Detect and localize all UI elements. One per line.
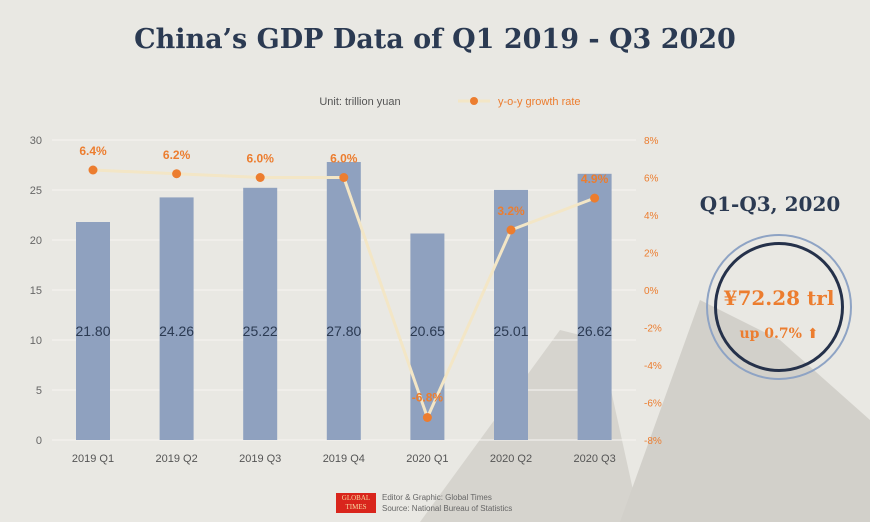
y-tick-label: 15	[30, 285, 42, 297]
growth-marker	[339, 173, 349, 182]
growth-marker	[172, 169, 182, 179]
y2-tick-label: -4%	[644, 361, 662, 372]
bar-value-label: 27.80	[326, 323, 361, 339]
global-times-logo: GLOBAL TIMES	[336, 493, 376, 513]
source-credit: Source: National Bureau of Statistics	[382, 504, 513, 513]
bar	[243, 187, 278, 440]
y-tick-label: 0	[36, 435, 42, 447]
chart-title: China’s GDP Data of Q1 2019 - Q3 2020	[134, 24, 736, 55]
y2-tick-label: 6%	[644, 174, 659, 185]
summary-circle-outer	[706, 234, 852, 380]
growth-label: 6.0%	[247, 152, 275, 166]
x-tick-label: 2019 Q3	[239, 453, 281, 465]
up-arrow-icon: ⬆	[806, 326, 819, 342]
bar	[326, 162, 361, 440]
bar	[159, 197, 194, 440]
growth-label: 3.2%	[497, 204, 525, 218]
growth-label: -6.8%	[412, 391, 444, 405]
growth-marker	[255, 173, 265, 182]
y-tick-label: 20	[30, 235, 42, 247]
summary-circle-inner	[714, 242, 844, 372]
bar-value-label: 25.01	[493, 323, 528, 339]
y2-tick-label: -2%	[644, 324, 662, 335]
credits: Editor & Graphic: Global Times Source: N…	[382, 492, 512, 514]
y-tick-label: 5	[36, 385, 42, 397]
growth-label: 4.9%	[581, 172, 609, 186]
bar	[76, 222, 110, 440]
unit-label: Unit: trillion yuan	[319, 96, 400, 108]
growth-label: 6.4%	[79, 144, 107, 158]
y2-tick-label: 8%	[644, 136, 659, 147]
y2-tick-label: 2%	[644, 249, 659, 260]
summary-growth: up 0.7% ⬆	[700, 326, 858, 342]
x-tick-label: 2020 Q2	[490, 453, 532, 465]
x-tick-label: 2020 Q1	[406, 453, 448, 465]
y2-tick-label: 0%	[644, 286, 659, 297]
y2-tick-label: 4%	[644, 211, 659, 222]
y2-tick-label: -6%	[644, 399, 662, 410]
x-tick-label: 2019 Q1	[72, 453, 114, 465]
summary-total: ¥72.28 trl	[723, 286, 835, 310]
background-building	[620, 300, 870, 522]
growth-marker	[506, 225, 516, 235]
y2-tick-label: -8%	[644, 436, 662, 447]
editor-credit: Editor & Graphic: Global Times	[382, 493, 492, 502]
bar	[410, 233, 445, 440]
legend-label: y-o-y growth rate	[498, 96, 581, 108]
legend-marker	[470, 97, 478, 105]
bar-value-label: 25.22	[243, 323, 278, 339]
growth-marker	[590, 193, 600, 203]
growth-label: 6.0%	[330, 152, 358, 166]
bar-value-label: 20.65	[410, 323, 445, 339]
growth-marker	[88, 165, 98, 175]
x-tick-label: 2020 Q3	[573, 453, 615, 465]
footer: GLOBAL TIMES Editor & Graphic: Global Tim…	[336, 492, 512, 514]
bar	[577, 173, 612, 441]
bar-value-label: 24.26	[159, 323, 194, 339]
y-tick-label: 30	[30, 135, 42, 147]
growth-marker	[422, 413, 432, 422]
x-tick-label: 2019 Q4	[323, 453, 365, 465]
bar-value-label: 21.80	[75, 323, 110, 339]
y-tick-label: 25	[30, 185, 42, 197]
summary-growth-text: up 0.7%	[739, 326, 802, 342]
summary-title: Q1-Q3, 2020	[699, 192, 841, 216]
y-tick-label: 10	[30, 335, 42, 347]
bar-value-label: 26.62	[577, 323, 612, 339]
x-tick-label: 2019 Q2	[155, 453, 197, 465]
growth-label: 6.2%	[163, 148, 191, 162]
